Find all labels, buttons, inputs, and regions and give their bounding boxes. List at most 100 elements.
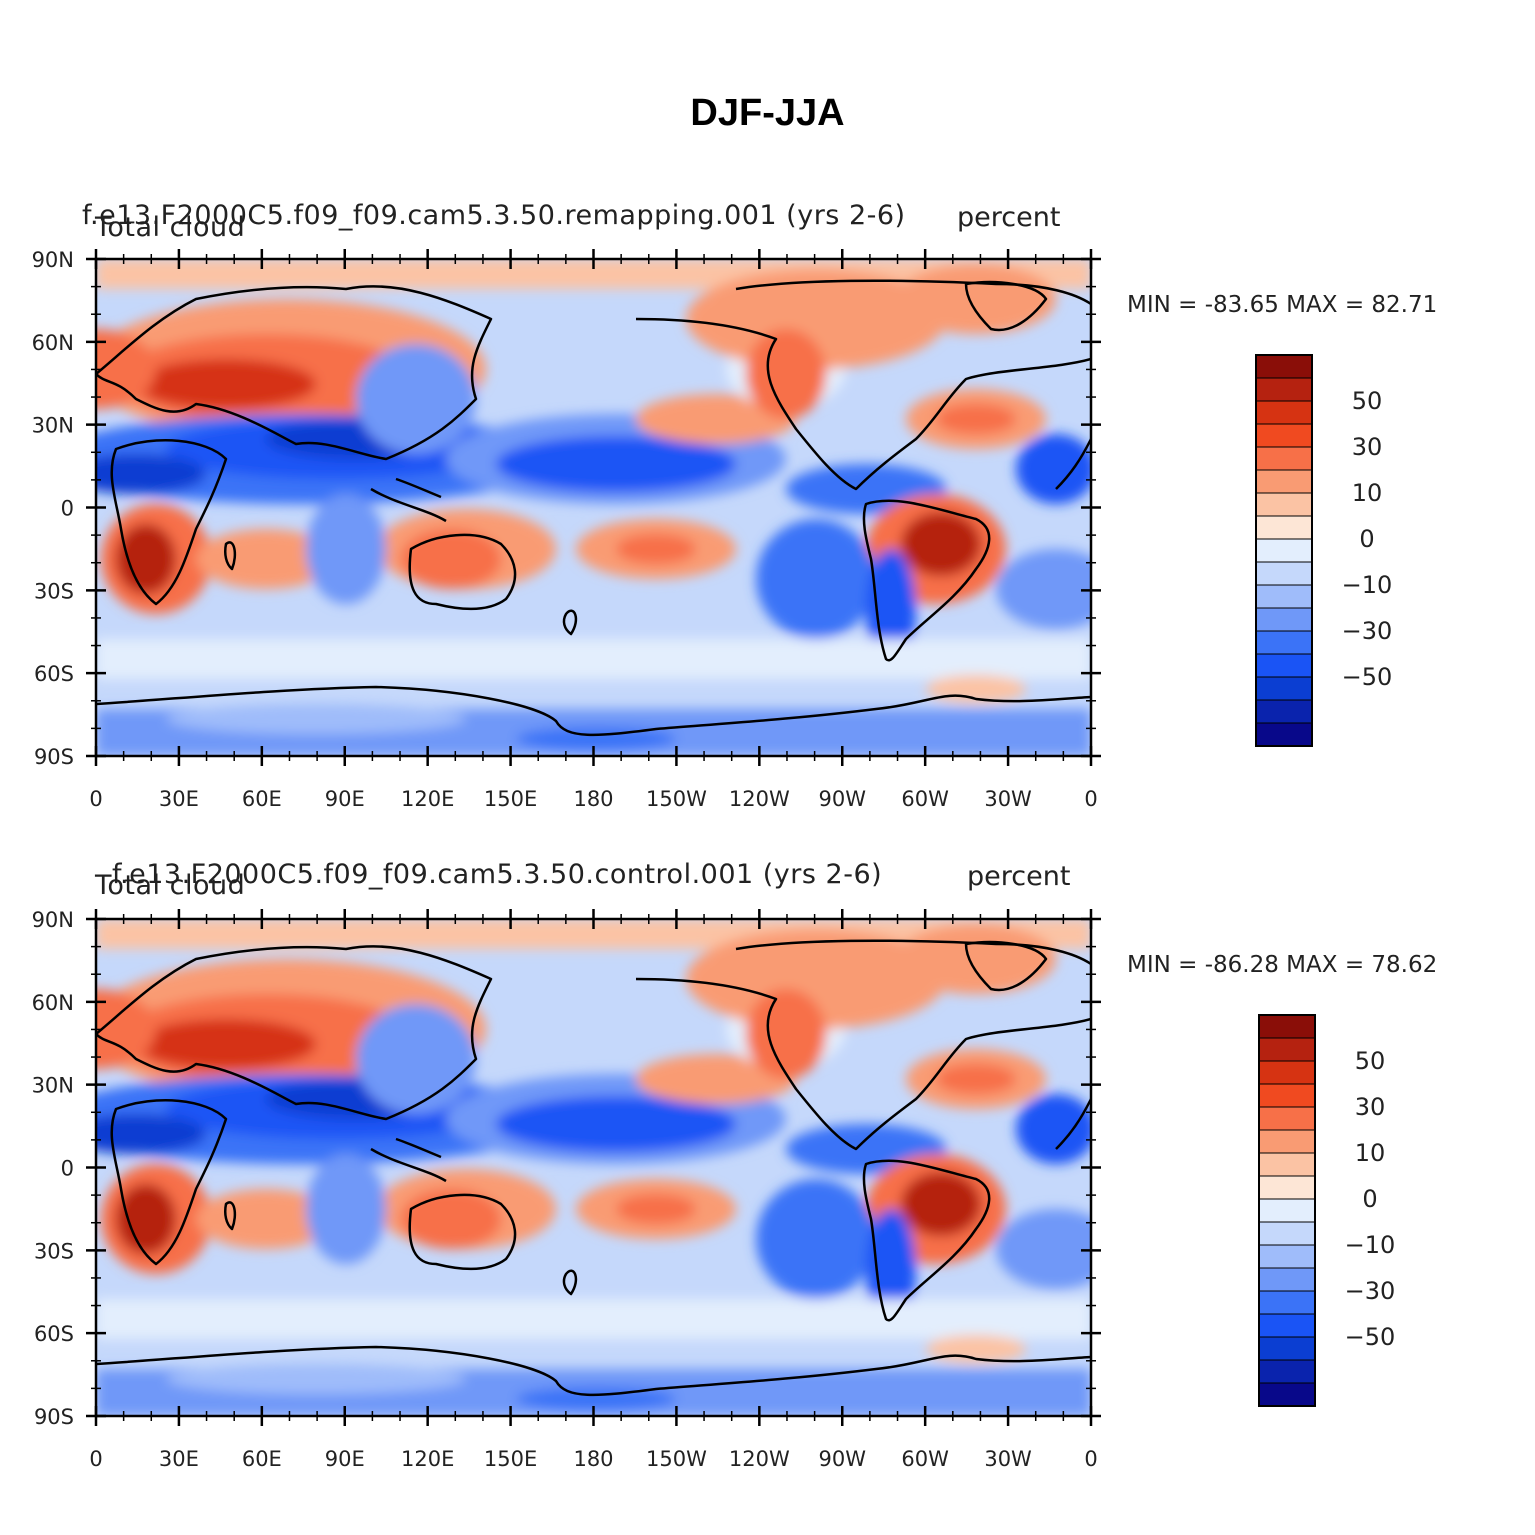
colorbar-bin xyxy=(1255,630,1313,655)
colorbar-bin xyxy=(1258,1336,1316,1361)
colorbar-bin xyxy=(1258,1198,1316,1223)
colorbar-bin xyxy=(1255,722,1313,747)
x-tick-label: 0 xyxy=(89,787,102,811)
y-tick-label: 90N xyxy=(32,908,74,932)
colorbar-bin xyxy=(1255,400,1313,425)
colorbar-bin xyxy=(1258,1014,1316,1039)
top-variable-name: Total cloud xyxy=(95,212,246,243)
x-tick-label: 150W xyxy=(646,787,707,811)
colorbar-label: −10 xyxy=(1345,1231,1396,1259)
colorbar-label: 0 xyxy=(1362,1185,1377,1213)
x-tick-label: 60E xyxy=(242,1447,282,1471)
y-tick-label: 90S xyxy=(34,1405,74,1429)
bottom-map-panel: 90N 60N 30N 0 30S 60S 90S 0 30E 60E 90E 120E 150E 180… xyxy=(32,908,1101,1471)
x-tick-label: 0 xyxy=(1084,1447,1097,1471)
y-tick-label: 0 xyxy=(61,1157,74,1181)
top-min-max: MIN = -83.65 MAX = 82.71 xyxy=(1127,292,1438,318)
colorbar-label: 10 xyxy=(1352,479,1383,507)
bottom-case-name: f.e13.F2000C5.f09_f09.cam5.3.50.control.… xyxy=(112,859,883,890)
colorbar-label: 10 xyxy=(1355,1139,1386,1167)
colorbar-bin xyxy=(1255,607,1313,632)
colorbar-bin xyxy=(1258,1313,1316,1338)
colorbar-bin xyxy=(1258,1244,1316,1269)
colorbar-bin xyxy=(1255,584,1313,609)
colorbar-label: −30 xyxy=(1345,1277,1396,1305)
colorbar-label: 0 xyxy=(1359,525,1374,553)
colorbar-frame xyxy=(1258,1014,1316,1407)
colorbar-bin xyxy=(1255,377,1313,402)
x-tick-label: 120W xyxy=(729,787,790,811)
x-tick-label: 90W xyxy=(819,1447,867,1471)
colorbar-bin xyxy=(1258,1037,1316,1062)
colorbar-bin xyxy=(1258,1359,1316,1384)
x-tick-label: 90E xyxy=(325,787,365,811)
bottom-min-max: MIN = -86.28 MAX = 78.62 xyxy=(1127,952,1438,978)
colorbar-label: −30 xyxy=(1342,617,1393,645)
y-tick-label: 30N xyxy=(32,1074,74,1098)
colorbar-label: 30 xyxy=(1352,433,1383,461)
x-tick-label: 0 xyxy=(1084,787,1097,811)
y-tick-label: 30S xyxy=(34,579,74,603)
x-tick-label: 120E xyxy=(401,1447,454,1471)
bottom-variable-name: Total cloud xyxy=(95,870,246,901)
top-case-name: f.e13.F2000C5.f09_f09.cam5.3.50.remappin… xyxy=(82,200,906,231)
y-tick-label: 90N xyxy=(32,248,74,272)
x-tick-label: 120W xyxy=(729,1447,790,1471)
bottom-units: percent xyxy=(967,861,1071,892)
colorbar-label: −10 xyxy=(1342,571,1393,599)
colorbar-bin xyxy=(1258,1106,1316,1131)
colorbar-bin xyxy=(1258,1152,1316,1177)
y-tick-label: 60S xyxy=(34,662,74,686)
y-tick-label: 90S xyxy=(34,745,74,769)
bottom-axes: 90N 60N 30N 0 30S 60S 90S 0 30E 60E 90E 120E 150E 180… xyxy=(32,908,1101,1471)
colorbar-bin xyxy=(1258,1382,1316,1407)
colorbar-bin xyxy=(1255,515,1313,540)
colorbar-bin xyxy=(1258,1221,1316,1246)
colorbar-bin xyxy=(1255,699,1313,724)
y-tick-label: 60N xyxy=(32,331,74,355)
x-tick-label: 150W xyxy=(646,1447,707,1471)
x-tick-label: 150E xyxy=(484,787,537,811)
top-units: percent xyxy=(957,202,1061,233)
colorbar-bin xyxy=(1255,538,1313,563)
x-tick-label: 30E xyxy=(159,1447,199,1471)
y-tick-label: 60N xyxy=(32,991,74,1015)
colorbar-bin xyxy=(1255,676,1313,701)
colorbar-bin xyxy=(1258,1129,1316,1154)
colorbar-bin xyxy=(1258,1175,1316,1200)
x-tick-label: 30W xyxy=(984,787,1032,811)
colorbar-bin xyxy=(1255,561,1313,586)
colorbar-bin xyxy=(1258,1083,1316,1108)
bottom-colorbar: 50 30 10 0 −10 −30 −50 xyxy=(1258,1014,1396,1407)
colorbar-frame xyxy=(1255,354,1313,747)
colorbar-bin xyxy=(1258,1290,1316,1315)
colorbar-label: 50 xyxy=(1352,387,1383,415)
colorbar-label: −50 xyxy=(1342,663,1393,691)
colorbar-label: 30 xyxy=(1355,1093,1386,1121)
y-tick-label: 30S xyxy=(34,1239,74,1263)
x-tick-label: 90E xyxy=(325,1447,365,1471)
x-tick-label: 60W xyxy=(901,787,949,811)
x-tick-label: 150E xyxy=(484,1447,537,1471)
x-tick-label: 60E xyxy=(242,787,282,811)
top-colorbar: 50 30 10 0 −10 −30 −50 xyxy=(1255,354,1393,747)
x-tick-label: 90W xyxy=(819,787,867,811)
colorbar-bin xyxy=(1255,446,1313,471)
y-tick-label: 30N xyxy=(32,414,74,438)
top-map-panel: 90N 60N 30N 0 30S 60S 90S 0 30E 60E 90E 120E 150E 180… xyxy=(32,248,1101,811)
x-tick-label: 180 xyxy=(573,787,613,811)
x-tick-label: 120E xyxy=(401,787,454,811)
figure-title: DJF-JJA xyxy=(690,92,845,134)
colorbar-bin xyxy=(1255,423,1313,448)
colorbar-bin xyxy=(1255,653,1313,678)
x-tick-label: 60W xyxy=(901,1447,949,1471)
colorbar-label: −50 xyxy=(1345,1323,1396,1351)
colorbar-label: 50 xyxy=(1355,1047,1386,1075)
y-tick-label: 60S xyxy=(34,1322,74,1346)
colorbar-bin xyxy=(1258,1267,1316,1292)
colorbar-bin xyxy=(1255,354,1313,379)
x-tick-label: 30W xyxy=(984,1447,1032,1471)
y-tick-label: 0 xyxy=(61,497,74,521)
colorbar-bin xyxy=(1255,492,1313,517)
